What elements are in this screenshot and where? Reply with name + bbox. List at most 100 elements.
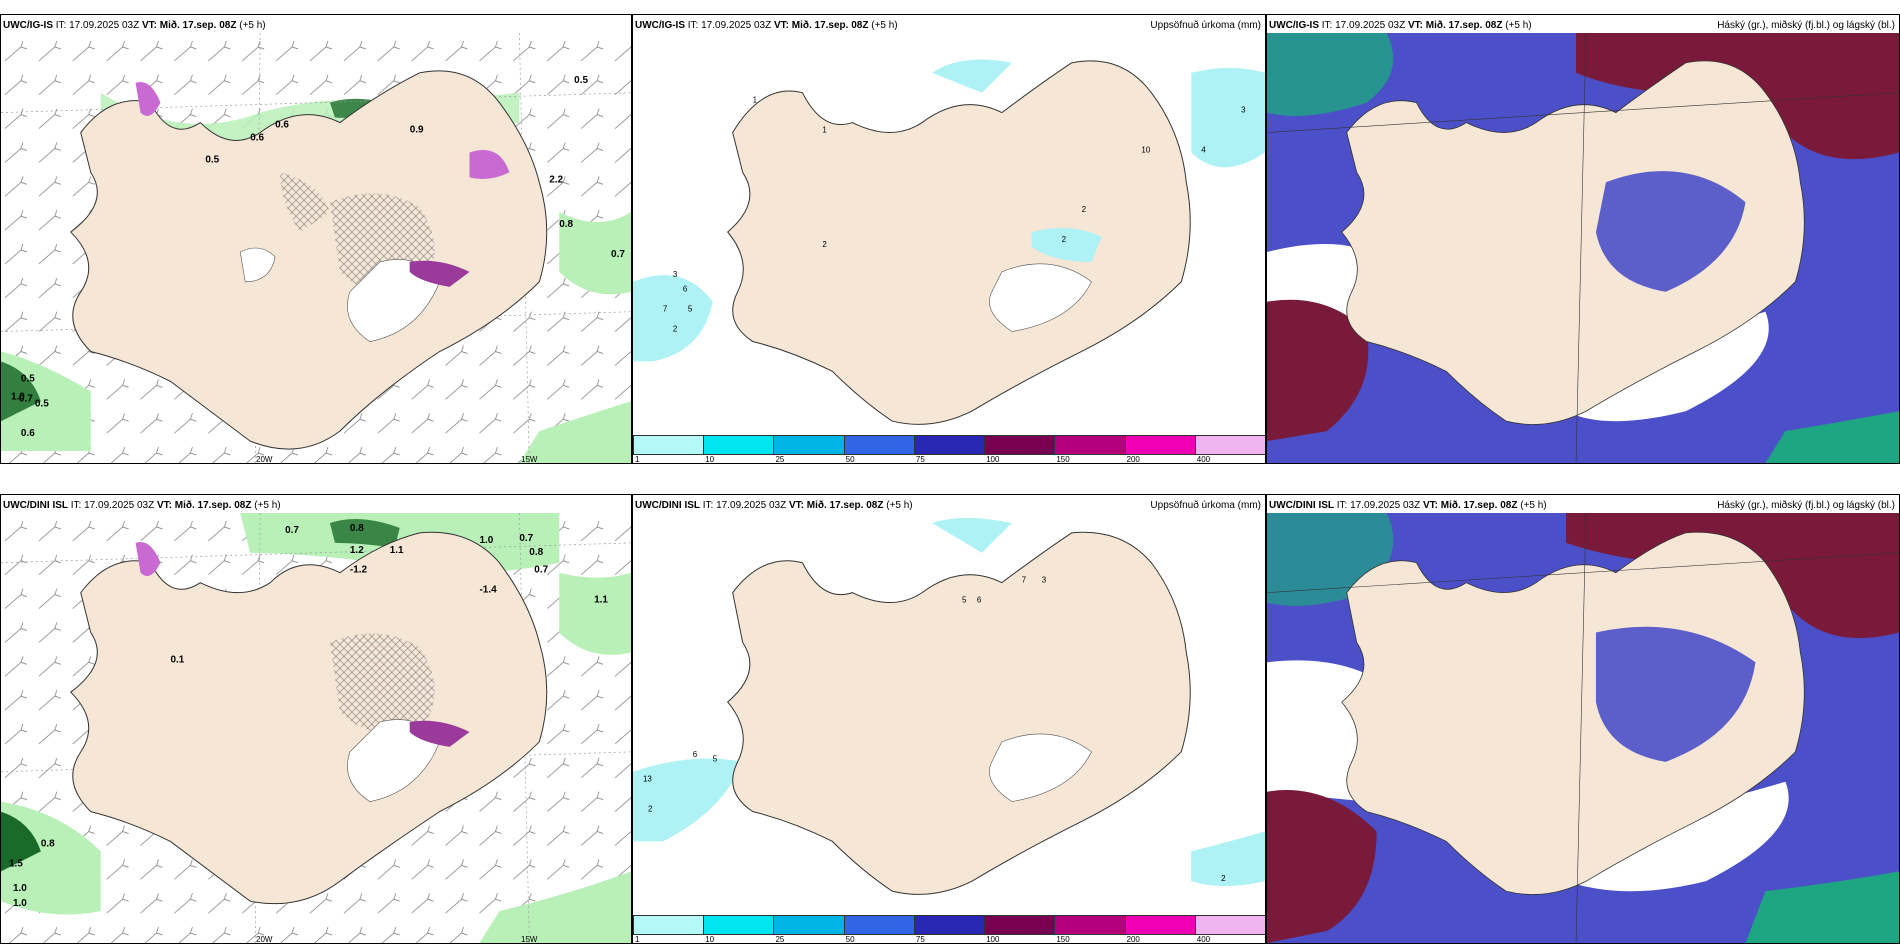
wind-label: 1.2 [350, 545, 364, 556]
colorbar-swatch: 10 [703, 435, 775, 463]
precip-label: 2 [673, 325, 678, 334]
clear-area [1566, 781, 1789, 892]
precip-title: Uppsöfnuð úrkoma (mm) [1150, 20, 1261, 31]
low-cloud [1595, 171, 1746, 292]
colorbar-swatch: 25 [773, 915, 845, 943]
precip-label: 2 [1062, 235, 1067, 244]
precip-area [633, 275, 713, 362]
high-cloud [1267, 790, 1377, 943]
wind-green-band [519, 401, 631, 463]
precip-label: 7 [663, 305, 668, 314]
magenta-cell [409, 260, 470, 287]
precip-label: 5 [688, 305, 693, 314]
colorbar-swatch: 10 [703, 915, 775, 943]
precip-label: 5 [713, 755, 718, 764]
wind-map-svg: 0.5 0.5 0.6 0.6 0.5 0.9 0.7 0.5 0.7 1.0 … [1, 33, 631, 463]
wind-map-top: 0.5 0.5 0.6 0.6 0.5 0.9 0.7 0.5 0.7 1.0 … [1, 33, 631, 463]
wind-label: 1.0 [11, 391, 25, 402]
precip-map-panel-bottom: UWC/DINI ISL IT: 17.09.2025 03Z VT: Mið.… [632, 494, 1266, 944]
wind-label: 0.7 [611, 249, 625, 260]
wind-label: 1.1 [390, 545, 404, 556]
wind-green-dark [1, 811, 41, 872]
low-cloud [1595, 626, 1756, 762]
precip-label: 2 [648, 805, 653, 814]
lon-label: 20W [256, 935, 273, 944]
panel-title: UWC/IG-IS IT: 17.09.2025 03Z VT: Mið. 17… [1269, 20, 1532, 31]
colorbar-swatch: 1 [633, 915, 705, 943]
precip-label: 2 [822, 240, 827, 249]
wind-label: 0.7 [534, 565, 548, 576]
colorbar-swatch: 150 [1054, 915, 1126, 943]
precip-colorbar: 1 10 25 50 75 100 150 200 400 [633, 435, 1265, 463]
precip-label: 3 [1241, 106, 1246, 115]
wind-label: 0.8 [559, 219, 573, 230]
cloud-map-panel-bottom: UWC/DINI ISL IT: 17.09.2025 03Z VT: Mið.… [1266, 494, 1900, 944]
graticule [1267, 513, 1899, 943]
wind-green-band [559, 572, 631, 655]
precip-label: 6 [693, 750, 698, 759]
wind-label: 0.9 [410, 125, 424, 136]
wind-label: 1.5 [9, 858, 23, 869]
mid-cloud [1765, 411, 1899, 463]
precip-label: 7 [1022, 576, 1027, 585]
magenta-cell [409, 720, 470, 747]
glacier-hatch [329, 633, 435, 735]
colorbar-swatch: 50 [843, 915, 915, 943]
colorbar-swatch: 400 [1194, 435, 1265, 463]
lon-label: 15W [521, 935, 538, 944]
panel-title: UWC/IG-IS IT: 17.09.2025 03Z VT: Mið. 17… [635, 20, 898, 31]
precip-label: 10 [1141, 145, 1150, 154]
cloud-title: Háský (gr.), miðský (fj.bl.) og lágský (… [1717, 500, 1895, 511]
colorbar-swatch: 1 [633, 435, 705, 463]
iceland-land [70, 70, 548, 450]
precip-label: 3 [673, 270, 678, 279]
wind-label: 0.1 [170, 654, 184, 665]
precip-area [932, 517, 1012, 553]
wind-label: 0.8 [350, 523, 364, 534]
lon-label: 20W [256, 455, 273, 464]
glacier [989, 733, 1092, 802]
graticule [1267, 33, 1899, 463]
precip-label: 6 [683, 285, 688, 294]
wind-label: 0.5 [574, 75, 588, 86]
iceland-land [70, 531, 548, 905]
colorbar-swatch: 100 [984, 915, 1056, 943]
mid-cloud [1267, 33, 1394, 116]
magenta-cell [135, 542, 161, 577]
precip-label: 5 [962, 596, 967, 605]
glacier-hatch [280, 172, 330, 233]
wind-label: 1.0 [13, 898, 27, 909]
precip-label: 3 [1042, 576, 1047, 585]
wind-label: 0.5 [21, 373, 35, 384]
precip-area [633, 758, 743, 842]
precip-label: 2 [1221, 874, 1226, 883]
colorbar-swatch: 75 [913, 915, 986, 943]
precip-colorbar: 1 10 25 50 75 100 150 200 400 [633, 915, 1265, 943]
wind-label: 0.7 [19, 393, 33, 404]
colorbar-swatch: 200 [1124, 915, 1196, 943]
iceland-land [1341, 531, 1805, 895]
wind-label: -1.4 [479, 585, 497, 596]
wind-label: 1.0 [479, 535, 493, 546]
precip-label: 1 [822, 126, 827, 135]
wind-label: 0.6 [275, 120, 289, 131]
wind-label: 0.8 [41, 838, 55, 849]
precip-label: 2 [1082, 205, 1087, 214]
mid-cloud [1745, 871, 1899, 943]
magenta-cell [469, 149, 510, 179]
precip-map-top: 2 3 6 7 5 2 1 1 4 10 3 2 2 [633, 33, 1265, 433]
panel-title: UWC/IG-IS IT: 17.09.2025 03Z VT: Mið. 17… [3, 20, 266, 31]
wind-green-band [479, 871, 631, 943]
wind-green-dark [329, 518, 400, 548]
cloud-map-bottom [1267, 513, 1899, 943]
precip-label: 4 [1201, 145, 1206, 154]
wind-label: 0.7 [285, 525, 299, 536]
cloud-map-top [1267, 33, 1899, 463]
colorbar-swatch: 75 [913, 435, 986, 463]
iceland-land [1341, 60, 1805, 425]
precip-title: Uppsöfnuð úrkoma (mm) [1150, 500, 1261, 511]
wind-label: -1.2 [350, 565, 368, 576]
colorbar-swatch: 400 [1194, 915, 1265, 943]
glacier [989, 263, 1092, 332]
panel-title: UWC/DINI ISL IT: 17.09.2025 03Z VT: Mið.… [1269, 500, 1547, 511]
